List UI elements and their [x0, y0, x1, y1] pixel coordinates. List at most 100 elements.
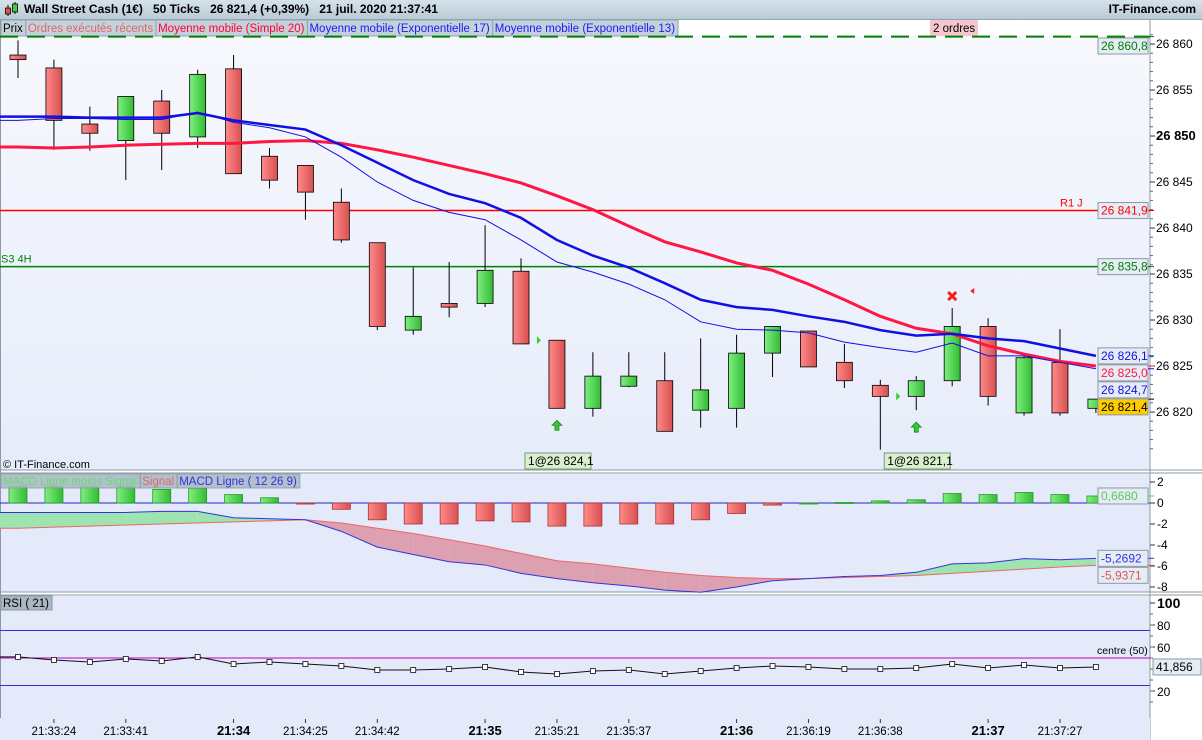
macd-y-tick-label: 2 [1157, 475, 1164, 489]
buy-arrow-icon [551, 419, 563, 431]
x-tick-label: 21:36:38 [858, 726, 903, 738]
macd-line [0, 510, 1096, 593]
hline-name: R1 J [1060, 198, 1083, 210]
x-tick-label: 21:33:41 [103, 726, 148, 738]
macd-histogram-bar [80, 485, 100, 504]
copyright: © IT-Finance.com [3, 459, 90, 471]
candle-up [476, 269, 494, 304]
rsi-y-tick-label: 80 [1157, 619, 1171, 633]
last-price: 26 821,4 (+0,39%) [210, 2, 310, 16]
rsi-point [482, 664, 488, 670]
y-tick-label: 26 855 [1156, 83, 1193, 97]
macd-fill [628, 568, 665, 591]
macd-fill [736, 577, 773, 587]
legend-item-2: Moyenne mobile (Simple 20) [158, 23, 305, 35]
macd-histogram-bar [403, 502, 423, 525]
rsi-point [518, 669, 524, 675]
macd-fill [89, 512, 126, 527]
x-tick-label: 21:34:42 [355, 726, 400, 738]
rsi-y-tick-label: 60 [1157, 641, 1171, 655]
candle-up [907, 380, 925, 397]
macd-histogram-bar [224, 494, 243, 504]
macd-fill [952, 562, 989, 574]
candle-down [9, 54, 27, 61]
macd-histogram-bar [978, 494, 998, 504]
orders-badge [930, 20, 978, 36]
legend-item-1: Ordres exécutés récents [28, 23, 154, 35]
macd-fill [556, 560, 593, 583]
order-triangle-icon [896, 392, 901, 401]
macd-legend-1: Signal [142, 476, 174, 488]
ema13-value-label-box [1097, 381, 1149, 399]
candle-up [1015, 357, 1033, 414]
macd-histogram-bar [763, 502, 782, 506]
order-label-box [524, 452, 592, 470]
rsi-point [985, 665, 992, 671]
rsi-point [1057, 665, 1063, 671]
rsi-point [86, 659, 93, 665]
rsi-point [446, 666, 453, 672]
rsi-point [769, 663, 776, 669]
candle-up [620, 375, 638, 387]
macd-legend-box [176, 473, 301, 489]
candle-down [548, 339, 566, 409]
macd-histogram-bar [296, 502, 315, 505]
rsi-point [158, 658, 165, 664]
candle-down [297, 165, 314, 193]
rsi-point [122, 656, 129, 662]
y-tick-label: 26 840 [1156, 221, 1193, 235]
y-tick-label: 26 820 [1156, 405, 1193, 419]
candle-up [692, 389, 710, 411]
macd-histogram-bar [727, 502, 746, 514]
candle-down [332, 201, 350, 241]
candle-down [261, 155, 278, 181]
x-tick-label: 21:37 [971, 723, 1004, 738]
candle-down [512, 270, 530, 345]
macd-fill [592, 563, 629, 586]
macd-histogram-bar [547, 502, 567, 527]
title-bar: Wall Street Cash (1€) 50 Ticks 26 821,4 … [0, 0, 1202, 20]
rsi-point [589, 668, 596, 674]
last-price-label: 26 821,4 [1101, 400, 1148, 414]
x-tick-label: 21:35:37 [606, 726, 651, 738]
macd-legend-2: MACD Ligne ( 12 26 9) [179, 476, 297, 488]
macd-histogram-bar [906, 499, 926, 504]
macd-fill [1024, 558, 1060, 570]
chart[interactable]: Prix Ordres exécutés récents Moyenne mobil… [0, 20, 1202, 740]
macd-histogram-bar [260, 497, 279, 504]
hline-value-label: 26 841,9 [1101, 204, 1148, 218]
macd-y-tick-label: -6 [1157, 559, 1168, 573]
hline-value-label: 26 860,8 [1101, 39, 1148, 53]
rsi-centre-label: centre (50) [1097, 645, 1148, 657]
order-label: 1@26 821,1 [887, 454, 953, 468]
y-tick-label: 26 830 [1156, 313, 1193, 327]
macd-histogram-bar [331, 502, 351, 510]
sma-value-label: 26 825,0 [1101, 366, 1148, 380]
candle-up [404, 315, 422, 331]
macd-histogram-bar [834, 502, 854, 504]
macd-fill [377, 528, 414, 555]
macd-signal-line [0, 519, 1096, 580]
rsi-point [1093, 664, 1099, 670]
orders-badge-label: 2 ordres [933, 23, 975, 35]
rsi-point [15, 654, 21, 660]
macd-fill [485, 546, 522, 574]
candle-down [440, 303, 458, 308]
order-triangle-icon [536, 336, 541, 345]
candle-down [81, 123, 99, 134]
rsi-y-tick-label: 20 [1157, 685, 1171, 699]
macd-fill [916, 563, 953, 576]
y-tick-label: 26 835 [1156, 267, 1193, 281]
macd-fill [341, 522, 378, 548]
macd-hist-value-box [1097, 487, 1149, 505]
macd-fill [197, 511, 234, 523]
candle-down [45, 67, 63, 121]
hline-name: S3 4H [1, 254, 32, 266]
macd-fill [125, 511, 162, 526]
macd-legend-0: MACD Ligne moins Signal [3, 476, 137, 488]
macd-histogram-bar [655, 502, 675, 525]
macd-fill [664, 572, 701, 593]
macd-histogram-bar [367, 502, 387, 521]
y-tick-label: 26 825 [1156, 359, 1193, 373]
ema13-value-label: 26 824,7 [1101, 383, 1148, 397]
